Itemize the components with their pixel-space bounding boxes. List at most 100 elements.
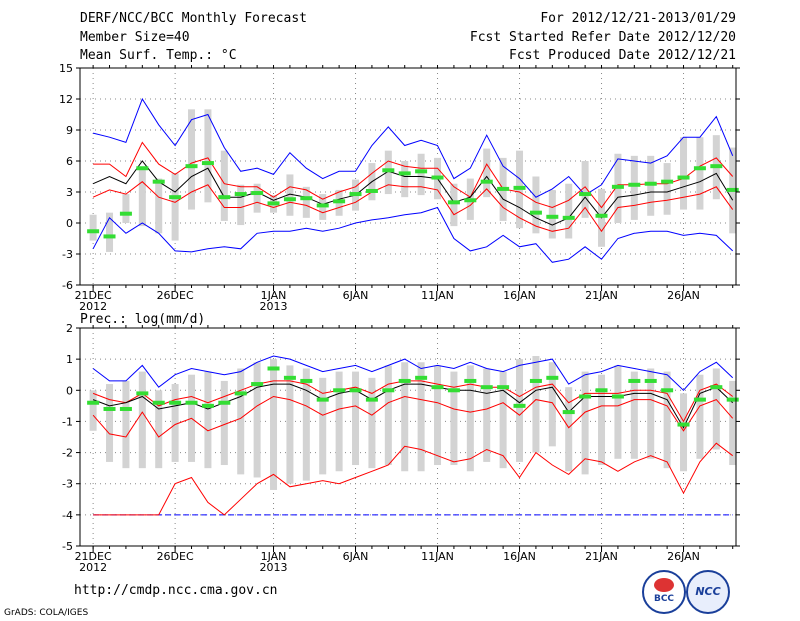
y-tick-label: 12 [59,93,73,106]
obs-mark [119,406,132,411]
range-box [106,212,114,252]
obs-mark [169,195,182,200]
obs-mark [431,385,444,390]
y-tick-label: -2 [62,447,73,460]
obs-mark [677,422,690,427]
obs-mark [480,385,493,390]
x-tick-label: 21DEC [75,550,112,563]
p25-line [92,395,734,438]
obs-mark [562,410,575,415]
obs-mark [529,210,542,215]
obs-mark [382,388,395,393]
range-box [680,137,688,210]
obs-mark [628,378,641,383]
obs-mark [661,179,674,184]
obs-mark [726,187,739,192]
range-box [253,183,261,213]
range-box [614,365,622,459]
range-box [368,377,376,469]
range-box [138,371,146,469]
obs-mark [480,179,493,184]
obs-mark [218,400,231,405]
x-tick-label: 21JAN [585,289,618,302]
range-box [302,368,310,481]
variable-label: Mean Surf. Temp.: °C [80,48,237,63]
range-box [647,155,655,216]
range-box [384,365,392,466]
max-line [92,355,734,392]
range-box [204,109,212,203]
range-box [417,153,425,196]
range-box [253,362,261,478]
y-tick-label: 2 [66,322,73,335]
range-box [138,168,146,227]
min-line [92,206,734,263]
obs-mark [611,394,624,399]
range-box [171,173,179,241]
obs-mark [611,184,624,189]
range-box [729,380,737,466]
obs-mark [710,164,723,169]
p25-line [92,181,734,233]
range-box [548,362,556,447]
obs-mark [87,229,100,234]
obs-mark [595,388,608,393]
obs-mark [415,375,428,380]
obs-mark [333,388,346,393]
range-box [466,365,474,472]
range-box [106,384,114,462]
obs-mark [316,203,329,208]
obs-mark [218,195,231,200]
mean-line [92,160,734,226]
x-tick-label: 26JAN [667,289,700,302]
range-box [89,390,97,431]
range-box [188,109,196,210]
range-box [286,174,294,216]
range-box [630,371,638,459]
x-tick-label: 16JAN [503,289,536,302]
obs-mark [693,166,706,171]
produced-date: Fcst Produced Date 2012/12/21 [509,48,736,63]
range-box [516,359,524,462]
obs-mark [497,385,510,390]
obs-mark [152,400,165,405]
obs-mark [513,185,526,190]
x-tick-label: 6JAN [343,289,369,302]
plot-frame [79,327,737,547]
obs-mark [349,192,362,197]
x-tick-year: 2012 [79,561,107,574]
y-tick-label: -3 [62,248,73,261]
y-tick-label: -4 [62,509,73,522]
obs-mark [644,181,657,186]
footer-url[interactable]: http://cmdp.ncc.cma.gov.cn [74,583,278,598]
range-box [270,359,278,490]
chart-title: DERF/NCC/BCC Monthly Forecast [80,11,307,26]
obs-mark [595,213,608,218]
obs-mark [365,397,378,402]
x-tick-label: 11JAN [421,289,454,302]
plot-frame [79,67,737,286]
obs-mark [185,400,198,405]
obs-mark [300,196,313,201]
obs-mark [464,198,477,203]
obs-mark [513,403,526,408]
ncc-logo: NCC [686,570,730,614]
member-size: Member Size=40 [80,30,190,45]
range-box [155,178,163,234]
obs-mark [234,391,247,396]
forecast-period: For 2012/12/21-2013/01/29 [540,11,736,26]
x-tick-year: 2013 [260,561,288,574]
x-tick-label: 21JAN [585,550,618,563]
y-tick-label: 0 [66,384,73,397]
y-tick-label: 1 [66,353,73,366]
obs-mark [201,403,214,408]
obs-mark [87,400,100,405]
range-box [565,387,573,472]
obs-mark [529,378,542,383]
obs-mark [267,201,280,206]
obs-mark [267,366,280,371]
range-box [237,368,245,475]
range-box [302,186,310,218]
obs-mark [726,397,739,402]
